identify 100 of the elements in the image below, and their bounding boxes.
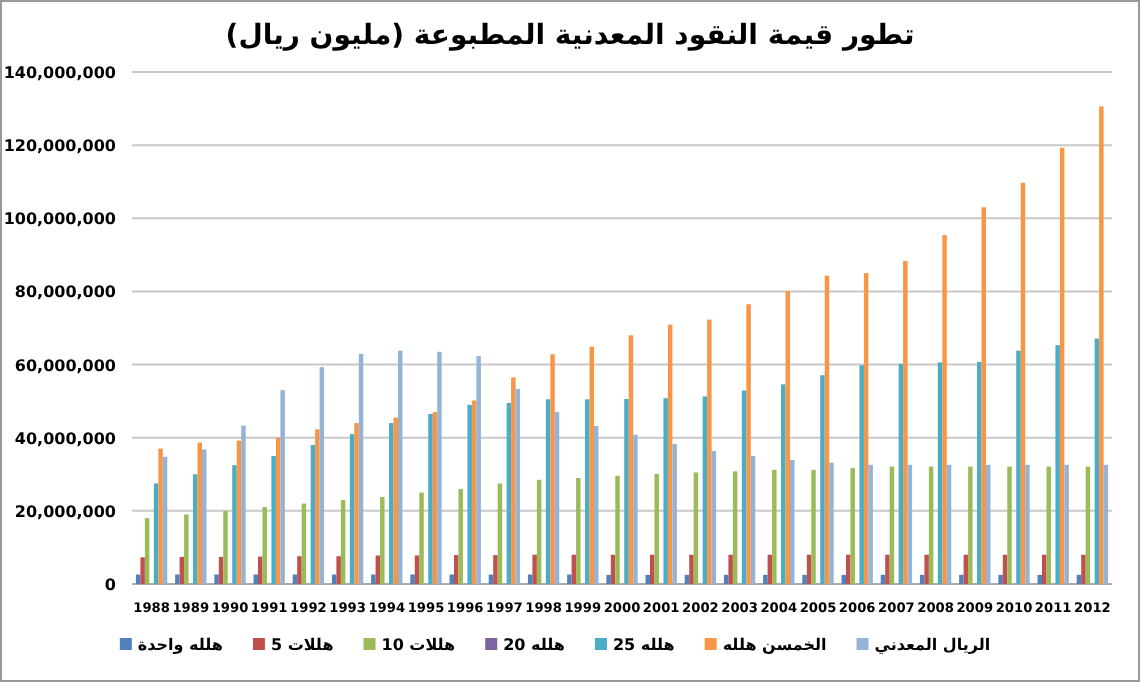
bar [772, 469, 777, 584]
bar [241, 425, 246, 584]
bar [606, 574, 611, 584]
bar [693, 472, 699, 584]
bar [1081, 554, 1086, 584]
bar [419, 492, 424, 584]
bar [428, 413, 433, 584]
y-tick-label: 20,000,000 [14, 502, 117, 521]
bar [467, 404, 472, 584]
legend-label: 5 هللات [270, 636, 335, 654]
bar [959, 574, 964, 584]
bar [1025, 464, 1030, 584]
bar [968, 466, 973, 584]
bar [153, 483, 159, 584]
legend-label: الخمسن هلله [722, 636, 828, 654]
bar [615, 475, 620, 584]
bar [140, 557, 145, 584]
bar [336, 556, 341, 584]
bar [1016, 350, 1021, 584]
bar [820, 375, 825, 584]
bar [375, 555, 381, 584]
bar [585, 399, 590, 584]
bar [135, 574, 141, 584]
bar [262, 507, 267, 584]
bar [184, 514, 189, 584]
bar [202, 449, 207, 584]
bar [689, 554, 694, 584]
bar [532, 554, 537, 584]
bar [280, 390, 285, 584]
bar [414, 555, 420, 584]
bar [331, 574, 337, 584]
bar [371, 574, 376, 584]
bar [223, 510, 228, 584]
bar [732, 471, 738, 584]
bar [497, 483, 503, 584]
bar [315, 429, 320, 584]
legend-label: الريال المعدني [874, 636, 991, 654]
bar [624, 398, 629, 584]
y-tick-label: 140,000,000 [3, 64, 117, 82]
bar [493, 555, 498, 584]
bar [728, 554, 733, 584]
bar [476, 356, 481, 584]
legend-label: 20 هلله [503, 636, 566, 654]
bar [702, 396, 708, 584]
bar [942, 235, 947, 584]
bar [232, 465, 237, 584]
bar [197, 442, 202, 584]
bar [458, 488, 463, 584]
bar [672, 443, 677, 584]
bar [977, 362, 982, 584]
bar [1007, 466, 1012, 584]
bar [158, 448, 163, 584]
bar [924, 554, 929, 584]
bar [998, 574, 1003, 584]
bar [633, 434, 638, 584]
bar [885, 554, 890, 584]
bar [527, 574, 533, 584]
legend-label: هلله واحدة [137, 636, 224, 654]
bar [1046, 466, 1051, 584]
bar [763, 574, 768, 584]
bar [550, 354, 555, 584]
bar [654, 473, 659, 584]
bar [746, 304, 751, 584]
chart-title: تطور قيمة النقود المعدنية المطبوعة (مليون ريال) [225, 20, 915, 52]
bar [1064, 464, 1069, 584]
y-tick-label: 40,000,000 [14, 429, 117, 448]
bar [576, 477, 581, 584]
bar [389, 423, 394, 584]
bar [214, 574, 219, 584]
bar [410, 574, 415, 584]
bar [707, 319, 712, 584]
bar [380, 496, 385, 584]
bar [175, 574, 180, 584]
bar [850, 468, 855, 584]
bar [1055, 345, 1060, 584]
bar [903, 261, 908, 584]
bar [193, 474, 198, 584]
bar [437, 351, 442, 584]
y-tick-label: 100,000,000 [3, 210, 117, 229]
bar [297, 556, 302, 584]
legend-label: 10 هللات [381, 636, 457, 654]
bar [454, 555, 459, 584]
bar [354, 423, 359, 584]
bar [663, 398, 668, 584]
legend-label: 25 هلله [612, 636, 676, 654]
bar [471, 400, 477, 584]
bar [449, 574, 454, 584]
bar [781, 384, 786, 584]
y-tick-label: 120,000,000 [3, 137, 117, 156]
bar [488, 574, 494, 584]
bar [511, 377, 516, 584]
bar [1099, 106, 1104, 584]
y-tick-label: 0 [104, 576, 117, 594]
bar [868, 464, 873, 584]
bar [253, 574, 258, 584]
bar [811, 469, 816, 584]
y-tick-label: 80,000,000 [14, 283, 117, 302]
y-tick-label: 60,000,000 [14, 356, 117, 375]
bar [567, 574, 572, 584]
bar [292, 574, 298, 584]
